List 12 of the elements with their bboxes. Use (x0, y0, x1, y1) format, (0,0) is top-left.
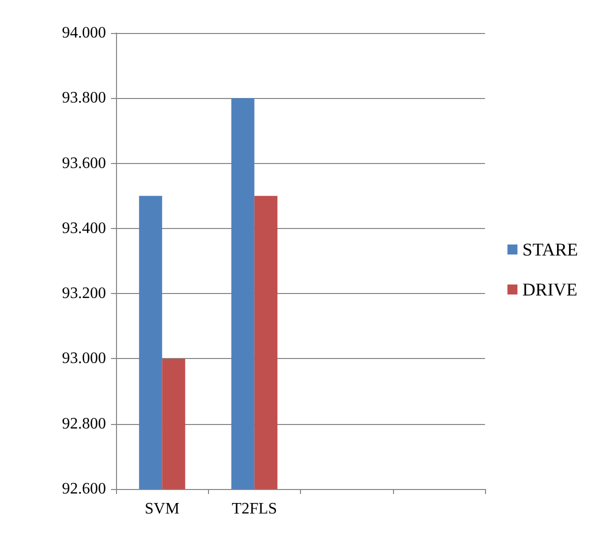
y-tick-label: 93.400 (62, 220, 106, 237)
y-tick-label: 93.200 (62, 285, 106, 302)
y-tick-label: 92.800 (62, 415, 106, 432)
x-tick-label: SVM (144, 500, 180, 518)
y-tick-label: 93.800 (62, 90, 106, 107)
y-tick-label: 94.000 (62, 24, 106, 42)
y-tick-label: 92.600 (62, 480, 106, 498)
x-tick-label: T2FLS (232, 500, 278, 518)
legend-label: DRIVE (522, 280, 578, 300)
y-tick-label: 93.000 (62, 350, 106, 368)
y-tick-label: 93.600 (62, 154, 106, 172)
legend-label: STARE (522, 240, 578, 260)
